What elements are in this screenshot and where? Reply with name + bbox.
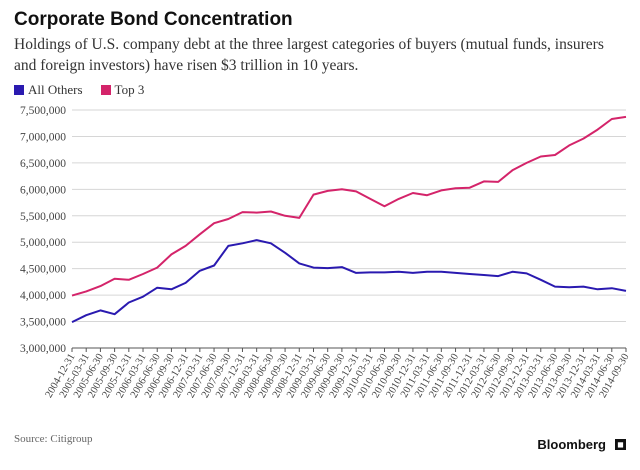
- y-tick-label: 7,500,000: [20, 105, 66, 117]
- y-tick-label: 6,500,000: [20, 158, 66, 170]
- legend-item-top-3: Top 3: [100, 82, 145, 98]
- legend-swatch-top-3: [100, 85, 111, 95]
- chart-subtitle: Holdings of U.S. company debt at the thr…: [14, 36, 604, 74]
- legend-item-all-others: All Others: [14, 82, 83, 98]
- chart-title: Corporate Bond Concentration: [14, 9, 293, 30]
- y-tick-label: 5,000,000: [20, 237, 66, 249]
- source-note: Source: Citigroup: [14, 433, 93, 445]
- legend-label-top-3: Top 3: [114, 82, 145, 97]
- legend: All Others Top 3: [14, 82, 144, 98]
- y-tick-label: 7,000,000: [20, 131, 66, 143]
- series-line-top-3: [71, 115, 627, 297]
- y-tick-label: 3,000,000: [20, 343, 66, 355]
- series-line-all-others: [71, 239, 627, 323]
- bloomberg-icon: ◼: [615, 439, 626, 450]
- y-tick-label: 4,000,000: [20, 290, 66, 302]
- y-tick-label: 4,500,000: [20, 264, 66, 276]
- y-tick-label: 5,500,000: [20, 211, 66, 223]
- legend-swatch-all-others: [14, 85, 24, 95]
- y-tick-label: 6,000,000: [20, 184, 66, 196]
- brand-logo: Bloomberg: [537, 437, 606, 452]
- legend-label-all-others: All Others: [28, 82, 83, 97]
- y-tick-label: 3,500,000: [20, 317, 66, 329]
